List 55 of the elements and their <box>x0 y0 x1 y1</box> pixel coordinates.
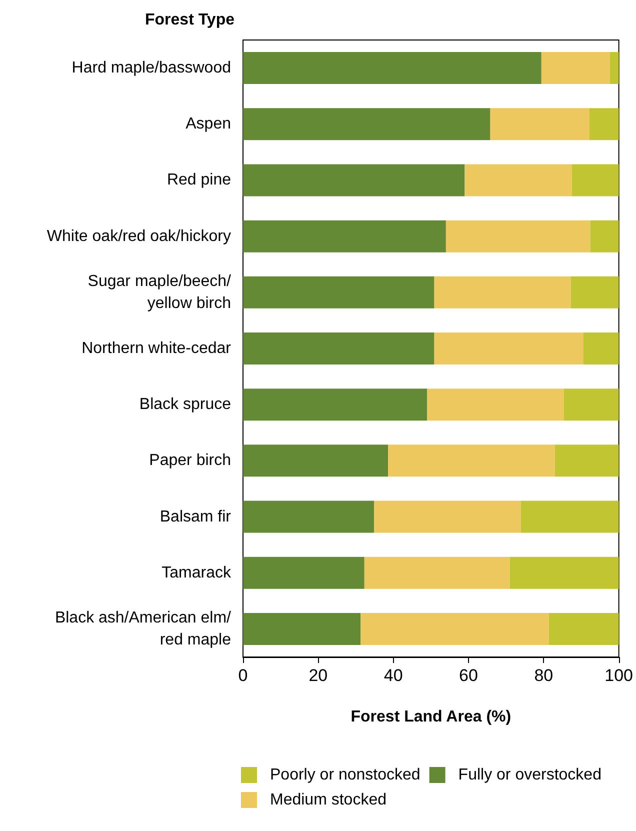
bar <box>243 556 364 589</box>
bar <box>243 500 374 533</box>
y-tick-label: Balsam fir <box>160 508 232 526</box>
legend-label: Medium stocked <box>270 792 386 808</box>
x-tick-label: 60 <box>459 666 478 685</box>
bar <box>243 108 490 140</box>
bar <box>548 612 619 645</box>
bar <box>243 52 542 84</box>
bar <box>564 388 619 421</box>
y-tick-label: Black ash/American elm/ red maple <box>54 609 232 648</box>
x-tick-label: 20 <box>308 666 328 685</box>
bar <box>243 276 434 308</box>
bar <box>243 220 446 252</box>
bar <box>490 108 590 140</box>
bar <box>583 332 619 364</box>
bar <box>520 500 619 533</box>
bar <box>464 164 572 196</box>
bar <box>590 108 619 140</box>
legend-label: Fully or overstocked <box>458 766 602 784</box>
bar <box>510 556 619 589</box>
bar <box>243 332 434 364</box>
bar <box>243 612 361 645</box>
bar <box>434 332 584 364</box>
y-tick-label: Black spruce <box>139 396 232 414</box>
bar <box>364 556 510 589</box>
bar <box>572 164 619 196</box>
bar <box>541 52 610 84</box>
y-axis-title: Forest Type <box>145 12 235 28</box>
y-tick-label: Hard maple/basswood <box>72 60 231 77</box>
y-tick-label: Red pine <box>166 172 232 189</box>
y-tick-label: Aspen <box>186 116 231 133</box>
y-tick-label: Northern white-cedar <box>82 340 232 357</box>
y-tick-label: Sugar maple/beech/ yellow birch <box>88 272 232 312</box>
bar <box>243 164 465 196</box>
x-axis-title: Forest Land Area (%) <box>350 708 512 726</box>
x-tick-label: 0 <box>238 666 248 685</box>
bar <box>360 612 549 645</box>
bar <box>610 52 619 84</box>
bar <box>590 220 619 252</box>
y-tick-label: Paper birch <box>149 452 231 470</box>
bar <box>446 220 590 252</box>
bar <box>434 276 571 308</box>
y-tick-label: Tamarack <box>162 564 232 582</box>
bar <box>427 388 564 421</box>
x-tick-label: 80 <box>534 666 554 685</box>
x-tick-label: 100 <box>604 666 634 685</box>
bar <box>554 444 619 477</box>
bar <box>570 276 619 308</box>
legend-label: Poorly or nonstocked <box>270 766 420 784</box>
bar <box>243 388 428 421</box>
bar <box>388 444 555 477</box>
bar <box>374 500 521 533</box>
x-tick-label: 40 <box>384 666 403 685</box>
y-tick-label: White oak/red oak/hickory <box>46 228 231 245</box>
bar <box>243 444 388 477</box>
